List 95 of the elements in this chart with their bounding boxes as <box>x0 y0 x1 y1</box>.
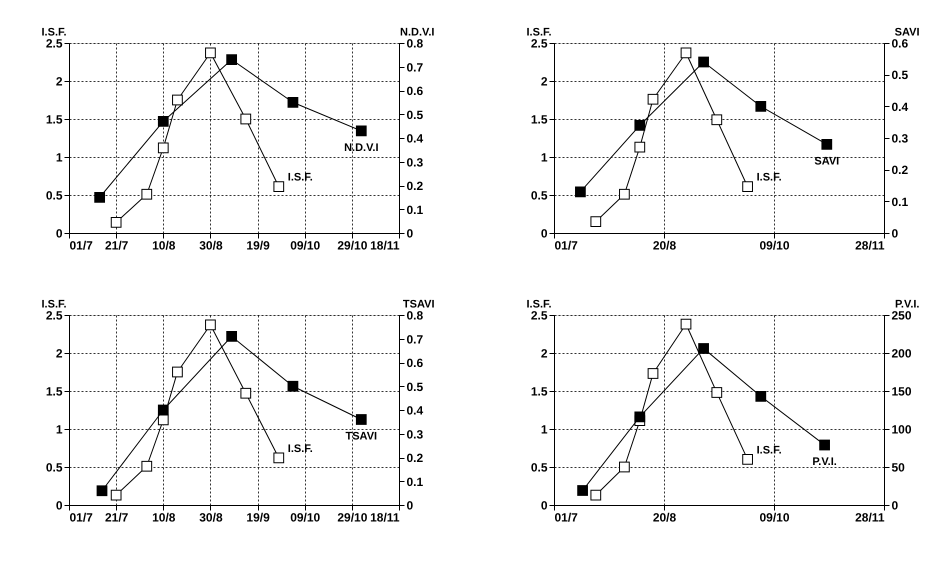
series-label: I.S.F. <box>756 444 782 456</box>
y-tick-label: 0.5 <box>46 460 63 474</box>
y2-tick-label: 0 <box>406 498 414 512</box>
y2-tick-label: 0.2 <box>406 179 424 193</box>
y-tick-label: 2 <box>540 74 548 88</box>
y2-tick-label: 100 <box>892 422 912 436</box>
y-tick-label: 0 <box>56 226 63 240</box>
y2-tick-label: 0.7 <box>406 60 424 74</box>
x-tick-label: 18/11 <box>370 510 400 524</box>
y-tick-label: 2 <box>56 74 63 88</box>
y-tick-label: 1 <box>56 422 63 436</box>
y2-tick-label: 150 <box>892 384 912 398</box>
y2-tick-label: 0.6 <box>406 356 424 370</box>
y-tick-label: 2 <box>540 346 548 360</box>
x-tick-label: 01/7 <box>70 238 94 252</box>
y2-axis-title: N.D.V.I <box>400 26 434 38</box>
y-tick-label: 0.5 <box>46 188 63 202</box>
x-tick-label: 28/11 <box>855 238 885 252</box>
y-tick-label: 2.5 <box>46 308 63 322</box>
y-tick-label: 0.5 <box>530 188 548 202</box>
y2-axis-title: P.V.I. <box>895 298 920 310</box>
y-tick-label: 1.5 <box>530 112 548 126</box>
series-label: P.V.I. <box>812 456 837 468</box>
x-tick-label: 09/10 <box>759 510 790 524</box>
x-tick-label: 28/11 <box>855 510 885 524</box>
y2-tick-label: 200 <box>892 346 912 360</box>
y2-tick-label: 0.8 <box>406 36 424 50</box>
y2-tick-label: 0.1 <box>406 474 424 489</box>
x-tick-label: 01/7 <box>554 238 578 252</box>
y2-tick-label: 0.5 <box>892 68 909 82</box>
y-tick-label: 0 <box>56 498 63 512</box>
y-axis-title: I.S.F. <box>526 26 552 38</box>
x-tick-label: 30/8 <box>199 510 223 524</box>
y2-tick-label: 0.6 <box>406 84 424 98</box>
series-label: N.D.V.I <box>344 142 379 154</box>
y-tick-label: 2 <box>56 346 63 360</box>
y-tick-label: 1.5 <box>46 112 63 126</box>
y2-tick-label: 0.3 <box>892 132 909 146</box>
y-tick-label: 1 <box>56 150 63 164</box>
x-tick-label: 09/10 <box>290 238 321 252</box>
y2-tick-label: 0.5 <box>406 380 424 394</box>
x-tick-label: 09/10 <box>290 510 321 524</box>
y2-tick-label: 250 <box>892 308 912 322</box>
y2-tick-label: 0.3 <box>406 427 424 442</box>
y-tick-label: 0 <box>540 498 548 512</box>
y2-tick-label: 0.2 <box>892 163 909 178</box>
y-tick-label: 1 <box>540 422 548 436</box>
y2-tick-label: 0.7 <box>406 332 424 346</box>
x-tick-label: 20/8 <box>652 238 676 252</box>
y-tick-label: 2.5 <box>530 308 548 322</box>
x-tick-label: 21/7 <box>104 510 129 524</box>
y-tick-label: 1 <box>540 150 548 164</box>
x-tick-label: 29/10 <box>337 510 368 524</box>
y-tick-label: 0 <box>540 226 548 240</box>
y2-axis-title: SAVI <box>894 26 920 38</box>
x-tick-label: 10/8 <box>152 510 176 524</box>
x-tick-label: 18/11 <box>370 238 400 252</box>
y2-tick-label: 50 <box>892 460 906 474</box>
y-axis-title: I.S.F. <box>42 26 67 38</box>
y2-tick-label: 0.4 <box>892 100 909 114</box>
x-tick-label: 01/7 <box>554 510 578 524</box>
y2-tick-label: 0.8 <box>406 308 424 322</box>
x-tick-label: 29/10 <box>337 238 368 252</box>
y-tick-label: 2.5 <box>530 36 548 50</box>
y2-tick-label: 0.4 <box>406 404 424 418</box>
y2-tick-label: 0.1 <box>892 194 909 209</box>
y-axis-title: I.S.F. <box>526 298 552 310</box>
x-tick-label: 09/10 <box>759 238 790 252</box>
y-tick-label: 0.5 <box>530 460 548 474</box>
y2-tick-label: 0.4 <box>406 132 424 146</box>
y2-axis-title: TSAVI <box>402 298 434 310</box>
y2-tick-label: 0.2 <box>406 451 424 465</box>
y-tick-label: 2.5 <box>46 36 63 50</box>
y2-tick-label: 0.5 <box>406 108 424 122</box>
series-label: I.S.F. <box>756 172 782 184</box>
y2-tick-label: 0 <box>406 226 414 240</box>
y-tick-label: 1.5 <box>46 384 63 398</box>
series-label: I.S.F. <box>288 442 313 455</box>
x-tick-label: 19/9 <box>246 238 270 252</box>
y2-tick-label: 0.6 <box>892 36 909 50</box>
series-label: I.S.F. <box>288 172 313 184</box>
y-axis-title: I.S.F. <box>42 298 67 310</box>
y2-tick-label: 0.3 <box>406 155 424 170</box>
x-tick-label: 01/7 <box>70 510 94 524</box>
x-tick-label: 20/8 <box>652 510 676 524</box>
series-label: TSAVI <box>345 430 378 442</box>
x-tick-label: 30/8 <box>199 238 223 252</box>
x-tick-label: 10/8 <box>152 238 176 252</box>
series-label: SAVI <box>814 155 840 168</box>
y-tick-label: 1.5 <box>530 384 548 398</box>
x-tick-label: 21/7 <box>104 238 129 252</box>
y2-tick-label: 0.1 <box>406 202 424 217</box>
y2-tick-label: 0 <box>892 498 898 512</box>
y2-tick-label: 0 <box>892 226 898 240</box>
x-tick-label: 19/9 <box>246 510 270 524</box>
